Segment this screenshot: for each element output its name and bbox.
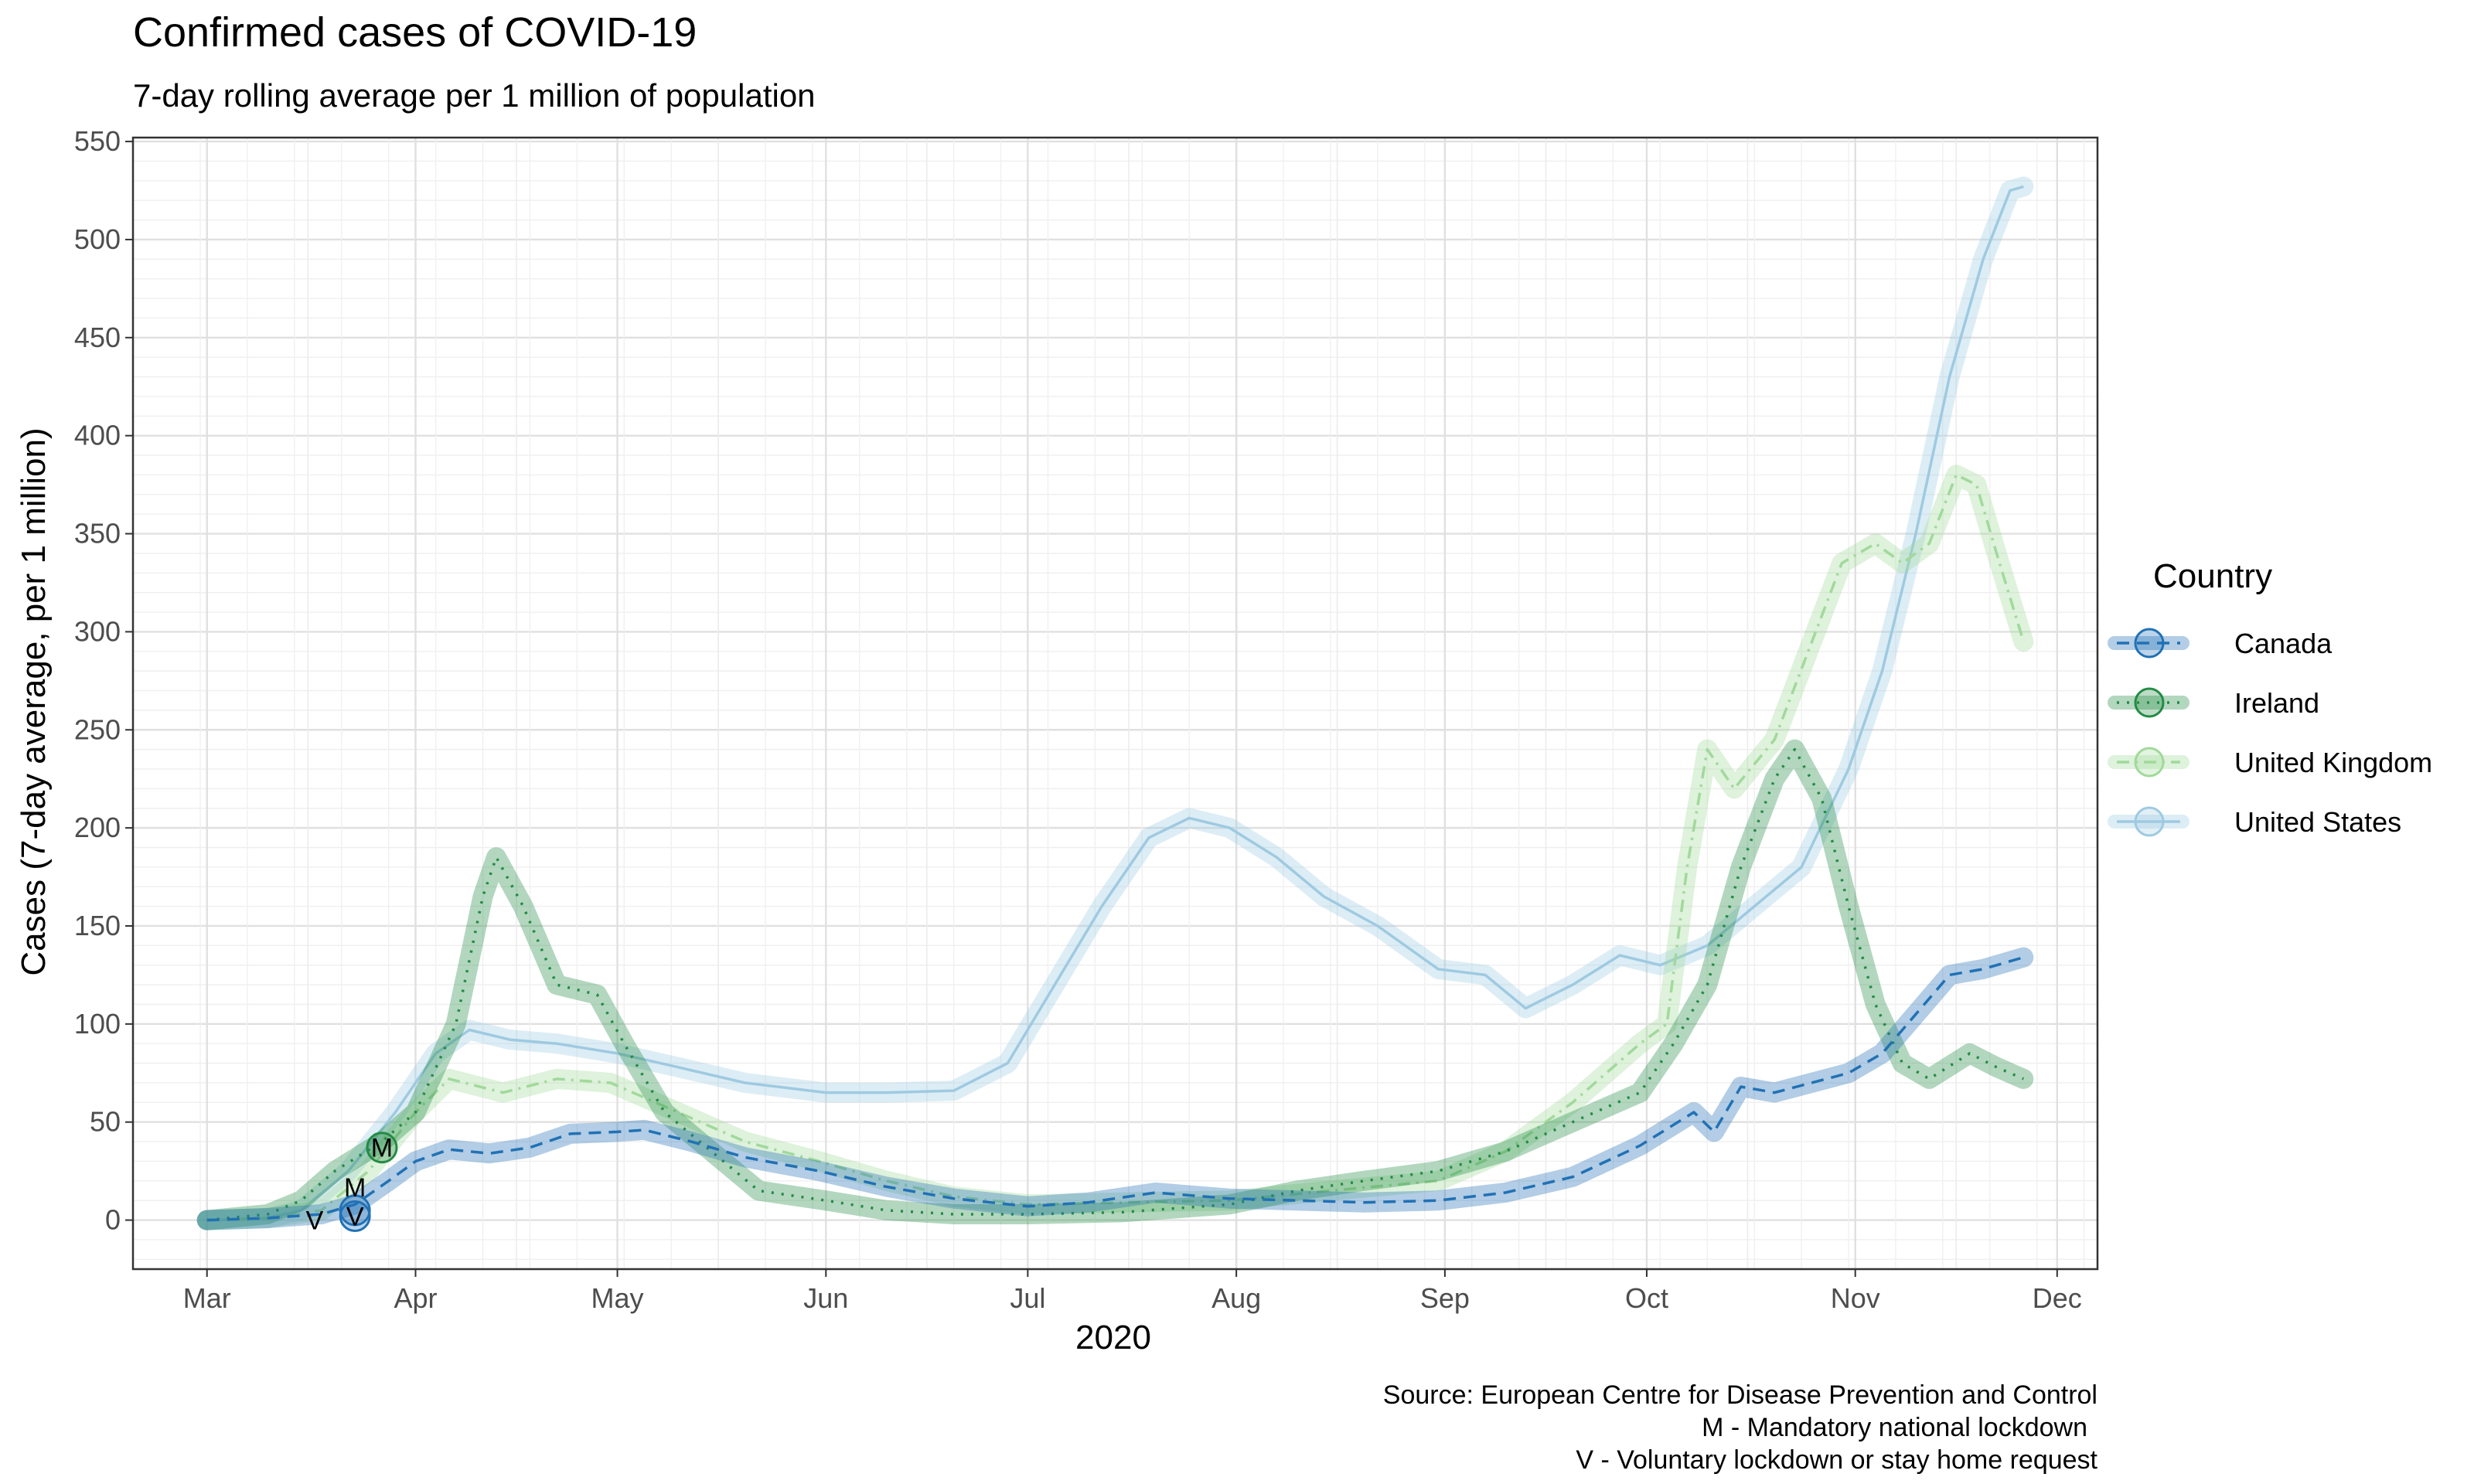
legend-label: Canada (2234, 628, 2333, 659)
plot-border (131, 136, 2099, 1271)
y-axis-label: Cases (7-day average, per 1 million) (15, 427, 53, 975)
legend-item-united-kingdom: United Kingdom (2108, 747, 2432, 778)
caption-source: Source: European Centre for Disease Prev… (1383, 1380, 2097, 1410)
y-axis-ticks: 0 50 100 150 200 250 300 350 400 450 500 550 (74, 125, 133, 1236)
series-canada (196, 947, 2034, 1230)
plot-background (133, 138, 2097, 1269)
series-line (206, 747, 2025, 1222)
annotation-circle (339, 1200, 371, 1232)
y-tick-label: 450 (74, 322, 121, 353)
annotation-label: V (306, 1207, 324, 1236)
annotation-label: V (346, 1202, 364, 1231)
y-tick-label: 200 (74, 812, 121, 843)
annotation-circle (366, 1132, 398, 1164)
series-line (206, 955, 2024, 1222)
legend-key-circle (2134, 628, 2165, 659)
y-tick-label: 150 (74, 910, 121, 941)
legend: Country Canada Ireland United Kingdom Unite… (2108, 557, 2432, 838)
grid-lines (133, 138, 2097, 1269)
chart-subtitle: 7-day rolling average per 1 million of p… (133, 77, 816, 114)
x-tick-label: May (591, 1282, 644, 1314)
x-tick-label: Jun (803, 1282, 848, 1314)
y-tick-label: 400 (74, 420, 121, 451)
series-ireland (196, 739, 2034, 1230)
legend-item-united-states: United States (2108, 806, 2401, 838)
series-united-states (196, 176, 2034, 1230)
legend-items: Canada Ireland United Kingdom United States (2108, 628, 2432, 838)
annotation-marker: V (306, 1207, 324, 1236)
chart-title: Confirmed cases of COVID-19 (133, 9, 697, 56)
series-layer (196, 176, 2034, 1230)
y-tick-label: 350 (74, 518, 121, 550)
caption-voluntary: V - Voluntary lockdown or stay home requ… (1576, 1445, 2097, 1475)
annotation-marker: V (339, 1200, 371, 1232)
caption: Source: European Centre for Disease Prev… (1383, 1380, 2098, 1475)
caption-mandatory: M - Mandatory national lockdown (1702, 1413, 2087, 1442)
legend-label: United Kingdom (2234, 747, 2432, 778)
y-tick-label: 0 (105, 1204, 121, 1236)
x-tick-label: Dec (2033, 1282, 2082, 1314)
y-tick-label: 250 (74, 713, 121, 745)
legend-key-circle (2134, 806, 2165, 837)
series-line (206, 185, 2024, 1222)
series-line (206, 473, 2025, 1222)
legend-title: Country (2153, 557, 2272, 595)
x-axis-label: 2020 (1075, 1319, 1151, 1356)
plot-area (133, 138, 2097, 1269)
legend-key-circle (2134, 687, 2165, 718)
x-axis-ticks: Mar Apr May Jun Jul Aug Sep Oct Nov Dec (183, 1269, 2082, 1314)
x-tick-label: Jul (1010, 1282, 1045, 1314)
y-tick-label: 500 (74, 223, 121, 255)
x-tick-label: Oct (1625, 1282, 1668, 1314)
y-tick-label: 50 (90, 1106, 121, 1138)
annotation-marker: M (366, 1132, 398, 1164)
y-tick-label: 550 (74, 125, 121, 157)
legend-key-circle (2134, 747, 2165, 778)
legend-item-canada: Canada (2108, 628, 2333, 659)
y-tick-label: 100 (74, 1008, 121, 1040)
annotation-label: M (371, 1134, 393, 1163)
series-united-kingdom (196, 465, 2034, 1230)
x-tick-label: Nov (1831, 1282, 1880, 1314)
x-tick-label: Aug (1211, 1282, 1261, 1314)
x-tick-label: Mar (183, 1282, 231, 1314)
legend-label: United States (2234, 806, 2401, 838)
x-tick-label: Sep (1420, 1282, 1470, 1314)
legend-item-ireland: Ireland (2108, 687, 2319, 719)
legend-label: Ireland (2234, 687, 2319, 719)
annotation-label: M (344, 1173, 366, 1203)
x-tick-label: Apr (394, 1282, 437, 1314)
y-tick-label: 300 (74, 615, 121, 647)
